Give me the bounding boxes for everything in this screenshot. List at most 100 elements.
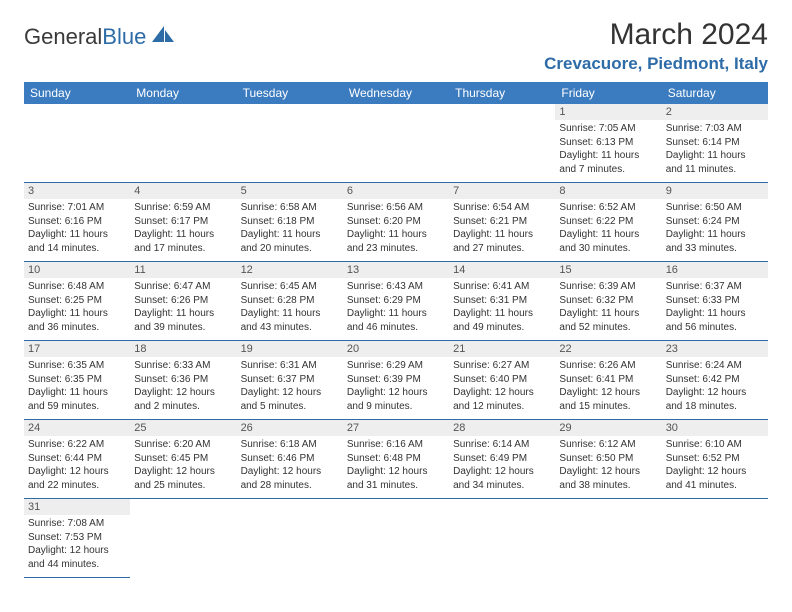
daylight-text: Daylight: 11 hours and 36 minutes.: [28, 307, 126, 334]
sunset-text: Sunset: 6:49 PM: [453, 452, 551, 466]
day-details: Sunrise: 7:05 AMSunset: 6:13 PMDaylight:…: [555, 120, 661, 178]
daylight-text: Daylight: 11 hours and 46 minutes.: [347, 307, 445, 334]
day-number: 20: [343, 341, 449, 357]
sunrise-text: Sunrise: 7:08 AM: [28, 517, 126, 531]
calendar-row: 17Sunrise: 6:35 AMSunset: 6:35 PMDayligh…: [24, 341, 768, 420]
day-number: 12: [237, 262, 343, 278]
calendar-cell: 31Sunrise: 7:08 AMSunset: 7:53 PMDayligh…: [24, 499, 130, 578]
day-number: 3: [24, 183, 130, 199]
daylight-text: Daylight: 11 hours and 30 minutes.: [559, 228, 657, 255]
day-number: 8: [555, 183, 661, 199]
day-details: Sunrise: 6:45 AMSunset: 6:28 PMDaylight:…: [237, 278, 343, 336]
day-details: Sunrise: 6:20 AMSunset: 6:45 PMDaylight:…: [130, 436, 236, 494]
sunrise-text: Sunrise: 6:24 AM: [666, 359, 764, 373]
sunset-text: Sunset: 6:46 PM: [241, 452, 339, 466]
sunset-text: Sunset: 6:16 PM: [28, 215, 126, 229]
sunset-text: Sunset: 6:14 PM: [666, 136, 764, 150]
daylight-text: Daylight: 12 hours and 2 minutes.: [134, 386, 232, 413]
daylight-text: Daylight: 12 hours and 34 minutes.: [453, 465, 551, 492]
sail-icon: [150, 24, 176, 50]
weekday-header: Sunday: [24, 82, 130, 104]
sunrise-text: Sunrise: 6:29 AM: [347, 359, 445, 373]
calendar-cell: 15Sunrise: 6:39 AMSunset: 6:32 PMDayligh…: [555, 262, 661, 341]
calendar-cell: 8Sunrise: 6:52 AMSunset: 6:22 PMDaylight…: [555, 183, 661, 262]
calendar-cell: [237, 499, 343, 578]
sunrise-text: Sunrise: 6:20 AM: [134, 438, 232, 452]
day-number: 29: [555, 420, 661, 436]
daylight-text: Daylight: 11 hours and 43 minutes.: [241, 307, 339, 334]
day-number: 24: [24, 420, 130, 436]
day-details: Sunrise: 6:33 AMSunset: 6:36 PMDaylight:…: [130, 357, 236, 415]
day-number: 11: [130, 262, 236, 278]
day-details: Sunrise: 6:50 AMSunset: 6:24 PMDaylight:…: [662, 199, 768, 257]
calendar-cell: 13Sunrise: 6:43 AMSunset: 6:29 PMDayligh…: [343, 262, 449, 341]
weekday-header: Friday: [555, 82, 661, 104]
day-details: Sunrise: 7:01 AMSunset: 6:16 PMDaylight:…: [24, 199, 130, 257]
sunrise-text: Sunrise: 6:18 AM: [241, 438, 339, 452]
sunset-text: Sunset: 6:52 PM: [666, 452, 764, 466]
sunset-text: Sunset: 6:22 PM: [559, 215, 657, 229]
sunset-text: Sunset: 6:28 PM: [241, 294, 339, 308]
calendar-row: 10Sunrise: 6:48 AMSunset: 6:25 PMDayligh…: [24, 262, 768, 341]
sunrise-text: Sunrise: 6:31 AM: [241, 359, 339, 373]
sunrise-text: Sunrise: 6:37 AM: [666, 280, 764, 294]
sunrise-text: Sunrise: 6:54 AM: [453, 201, 551, 215]
sunrise-text: Sunrise: 6:56 AM: [347, 201, 445, 215]
daylight-text: Daylight: 11 hours and 7 minutes.: [559, 149, 657, 176]
calendar-cell: 23Sunrise: 6:24 AMSunset: 6:42 PMDayligh…: [662, 341, 768, 420]
sunrise-text: Sunrise: 6:39 AM: [559, 280, 657, 294]
sunrise-text: Sunrise: 6:16 AM: [347, 438, 445, 452]
logo-text-1: General: [24, 24, 102, 50]
day-details: Sunrise: 6:35 AMSunset: 6:35 PMDaylight:…: [24, 357, 130, 415]
day-number: 26: [237, 420, 343, 436]
daylight-text: Daylight: 12 hours and 9 minutes.: [347, 386, 445, 413]
daylight-text: Daylight: 11 hours and 23 minutes.: [347, 228, 445, 255]
calendar-cell: 2Sunrise: 7:03 AMSunset: 6:14 PMDaylight…: [662, 104, 768, 183]
sunset-text: Sunset: 6:29 PM: [347, 294, 445, 308]
sunrise-text: Sunrise: 6:48 AM: [28, 280, 126, 294]
sunset-text: Sunset: 6:31 PM: [453, 294, 551, 308]
sunset-text: Sunset: 6:18 PM: [241, 215, 339, 229]
calendar-cell: [662, 499, 768, 578]
daylight-text: Daylight: 11 hours and 56 minutes.: [666, 307, 764, 334]
calendar-cell: [24, 104, 130, 183]
weekday-header-row: Sunday Monday Tuesday Wednesday Thursday…: [24, 82, 768, 104]
day-number: 28: [449, 420, 555, 436]
sunset-text: Sunset: 6:50 PM: [559, 452, 657, 466]
sunrise-text: Sunrise: 7:01 AM: [28, 201, 126, 215]
daylight-text: Daylight: 12 hours and 25 minutes.: [134, 465, 232, 492]
calendar-cell: 18Sunrise: 6:33 AMSunset: 6:36 PMDayligh…: [130, 341, 236, 420]
calendar-cell: 6Sunrise: 6:56 AMSunset: 6:20 PMDaylight…: [343, 183, 449, 262]
calendar-cell: [237, 104, 343, 183]
calendar-cell: 16Sunrise: 6:37 AMSunset: 6:33 PMDayligh…: [662, 262, 768, 341]
sunrise-text: Sunrise: 6:58 AM: [241, 201, 339, 215]
day-number: 21: [449, 341, 555, 357]
calendar-cell: 11Sunrise: 6:47 AMSunset: 6:26 PMDayligh…: [130, 262, 236, 341]
weekday-header: Wednesday: [343, 82, 449, 104]
daylight-text: Daylight: 11 hours and 52 minutes.: [559, 307, 657, 334]
calendar-cell: [130, 104, 236, 183]
daylight-text: Daylight: 11 hours and 49 minutes.: [453, 307, 551, 334]
sunrise-text: Sunrise: 6:35 AM: [28, 359, 126, 373]
day-details: Sunrise: 6:26 AMSunset: 6:41 PMDaylight:…: [555, 357, 661, 415]
daylight-text: Daylight: 12 hours and 18 minutes.: [666, 386, 764, 413]
sunset-text: Sunset: 6:35 PM: [28, 373, 126, 387]
day-number: 7: [449, 183, 555, 199]
daylight-text: Daylight: 11 hours and 20 minutes.: [241, 228, 339, 255]
sunset-text: Sunset: 7:53 PM: [28, 531, 126, 545]
sunrise-text: Sunrise: 6:14 AM: [453, 438, 551, 452]
day-details: Sunrise: 6:43 AMSunset: 6:29 PMDaylight:…: [343, 278, 449, 336]
day-number: 10: [24, 262, 130, 278]
daylight-text: Daylight: 12 hours and 41 minutes.: [666, 465, 764, 492]
sunrise-text: Sunrise: 6:33 AM: [134, 359, 232, 373]
calendar-cell: 1Sunrise: 7:05 AMSunset: 6:13 PMDaylight…: [555, 104, 661, 183]
day-details: Sunrise: 6:31 AMSunset: 6:37 PMDaylight:…: [237, 357, 343, 415]
day-number: 23: [662, 341, 768, 357]
header: GeneralBlue March 2024 Crevacuore, Piedm…: [24, 18, 768, 74]
weekday-header: Tuesday: [237, 82, 343, 104]
sunrise-text: Sunrise: 6:22 AM: [28, 438, 126, 452]
day-details: Sunrise: 6:54 AMSunset: 6:21 PMDaylight:…: [449, 199, 555, 257]
weekday-header: Thursday: [449, 82, 555, 104]
day-details: Sunrise: 6:37 AMSunset: 6:33 PMDaylight:…: [662, 278, 768, 336]
sunrise-text: Sunrise: 6:59 AM: [134, 201, 232, 215]
